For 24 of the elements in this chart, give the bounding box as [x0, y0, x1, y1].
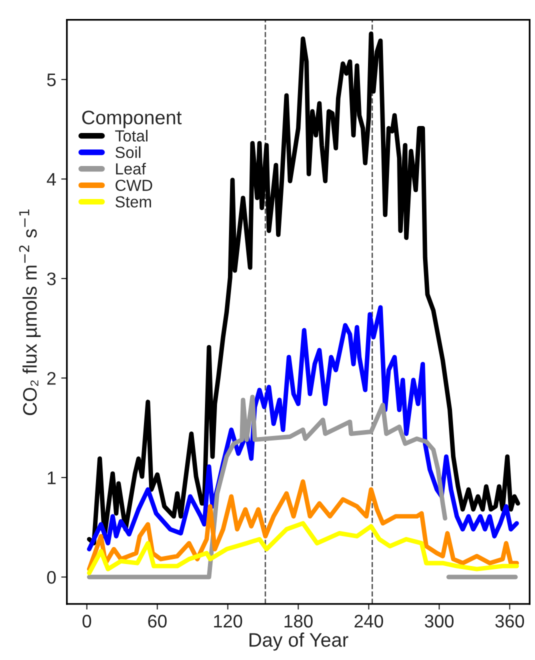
line-series — [86, 479, 519, 572]
line-series — [86, 305, 519, 552]
y-axis-title: CO₂ flux µmols m$^{−2}$ s$^{−1}$ — [19, 210, 41, 416]
x-tick-label: 60 — [148, 614, 167, 628]
x-tick-label: 360 — [495, 614, 524, 628]
y-tick-label: 1 — [48, 472, 56, 484]
legend-label: Soil — [116, 146, 140, 158]
x-tick-label: 120 — [214, 614, 242, 628]
x-axis-title: Day of Year — [250, 632, 348, 651]
y-tick-label: 2 — [47, 372, 56, 385]
x-tick-label: 300 — [424, 614, 454, 628]
x-tick-label: 240 — [354, 614, 384, 628]
legend-title: Component — [82, 110, 182, 128]
legend-label: Leaf — [116, 162, 146, 175]
line-series — [86, 521, 519, 576]
y-tick-label: 0 — [47, 570, 56, 584]
x-tick-label: 0 — [82, 614, 92, 628]
legend-label: CWD — [116, 180, 152, 192]
x-tick-label: 180 — [284, 614, 313, 628]
y-tick-label: 5 — [47, 74, 56, 86]
y-tick-label: 4 — [46, 173, 56, 186]
legend-label: Total — [115, 130, 148, 142]
y-tick-label: 3 — [47, 272, 56, 286]
legend-label: Stem — [116, 196, 152, 208]
